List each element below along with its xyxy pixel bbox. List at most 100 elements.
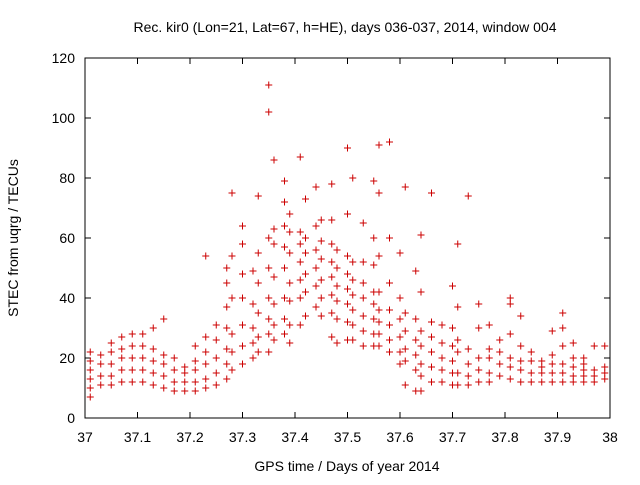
data-point [202,348,210,356]
data-point [139,354,147,362]
data-point [333,339,341,347]
data-point [475,324,483,332]
data-point [286,228,294,236]
data-point [454,369,462,377]
data-point [454,240,462,248]
data-point [97,360,105,368]
data-point [160,360,168,368]
data-point [417,372,425,380]
data-point [590,342,598,350]
data-point [580,360,588,368]
data-point [249,300,257,308]
data-point [601,363,609,371]
data-point [212,381,220,389]
data-point [149,357,157,365]
data-point [312,222,320,230]
data-point [506,330,514,338]
data-point [128,330,136,338]
data-point [569,363,577,371]
data-point [386,279,393,287]
data-point [265,264,273,272]
data-point [265,330,273,338]
data-point [202,252,210,260]
data-point [449,282,456,290]
data-point [312,183,320,191]
data-point [559,360,567,368]
data-point [107,372,115,380]
data-point [149,381,157,389]
data-point [359,258,367,266]
data-point [375,306,383,314]
data-point [223,375,231,383]
data-point [328,333,336,341]
data-point [107,381,115,389]
data-point [212,369,220,377]
data-point [464,372,472,380]
data-point [349,258,357,266]
data-point [580,378,588,386]
data-point [328,309,336,317]
data-point [128,342,136,350]
data-point [401,381,409,389]
data-point [228,366,236,374]
data-point [223,264,231,272]
data-point [401,309,409,317]
data-point [506,294,514,302]
data-point [170,387,178,395]
data-point [181,369,189,377]
data-point [312,246,320,254]
data-point [286,297,294,305]
data-point [454,336,462,344]
data-point [86,384,94,392]
data-point [375,252,383,260]
data-point [396,294,404,302]
data-point [86,375,94,383]
data-point [538,369,546,377]
data-point [286,210,294,218]
data-point [228,189,236,197]
data-point [464,192,472,200]
data-point [359,327,367,335]
data-point [317,216,325,224]
data-point [202,333,210,341]
data-point [580,354,588,362]
data-point [107,348,115,356]
data-point [270,321,278,329]
data-point [344,210,351,218]
data-point [417,387,425,395]
data-point [249,354,257,362]
data-point [239,222,246,230]
data-point [559,324,567,332]
data-point [601,342,609,350]
data-point [265,315,273,323]
data-point [181,378,189,386]
data-point [254,279,262,287]
data-point [239,294,246,302]
data-point [386,348,393,356]
data-point [286,321,294,329]
data-point [475,354,483,362]
data-point [475,378,483,386]
data-point [223,345,231,353]
data-point [428,189,435,197]
x-tick-label: 37.5 [334,429,361,445]
data-point [317,294,325,302]
x-tick-label: 37.3 [229,429,256,445]
data-point [359,294,367,302]
data-point [170,354,178,362]
data-point [386,138,393,146]
data-point [454,348,462,356]
data-point [223,303,231,311]
data-point [485,321,493,329]
data-point [118,354,126,362]
data-point [296,258,304,266]
data-point [281,294,288,302]
data-point [548,378,556,386]
data-point [296,321,304,329]
data-point [428,348,435,356]
data-point [548,360,556,368]
data-point [396,249,404,257]
data-point [428,363,435,371]
data-point [249,339,257,347]
data-point [265,234,273,242]
